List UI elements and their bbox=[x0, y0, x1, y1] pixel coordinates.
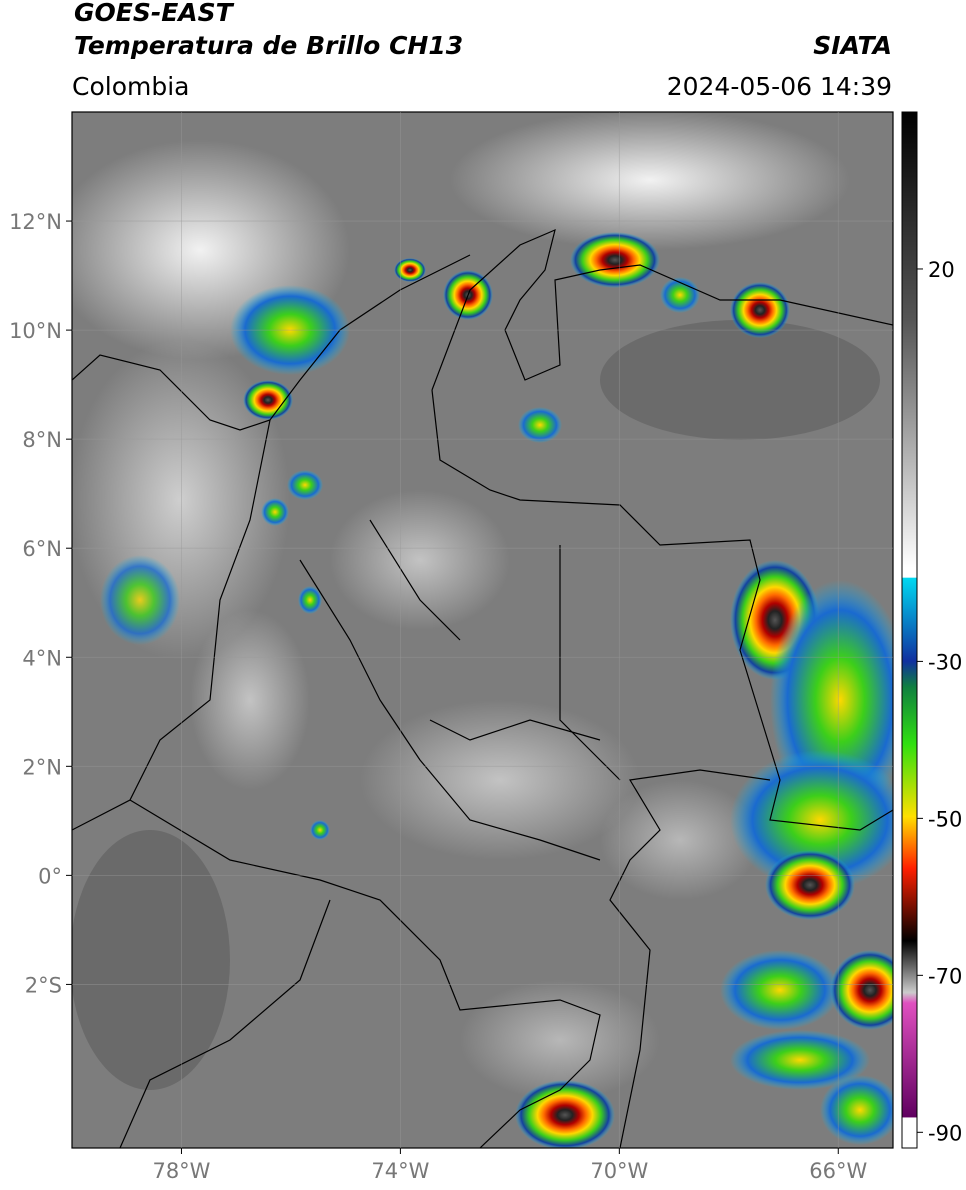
y-tick-label: 4°N bbox=[22, 646, 62, 670]
y-tick-label: 2°N bbox=[22, 755, 62, 779]
y-tick-label: 12°N bbox=[9, 210, 62, 234]
border bbox=[559, 545, 621, 781]
convective-cells bbox=[100, 232, 893, 1148]
x-tick-label: 66°W bbox=[809, 1159, 867, 1183]
department-border bbox=[299, 519, 601, 861]
y-tick-label: 6°N bbox=[22, 537, 62, 561]
x-tick-label: 78°W bbox=[152, 1159, 210, 1183]
colorbar-tick-label: -90 bbox=[928, 1121, 962, 1145]
datetime-label: 2024-05-06 14:39 bbox=[667, 72, 892, 101]
borders bbox=[72, 228, 893, 1148]
y-tick-label: 0° bbox=[38, 864, 62, 888]
y-tick-label: 2°S bbox=[25, 973, 62, 997]
x-tick-label: 70°W bbox=[590, 1159, 648, 1183]
colorbar bbox=[901, 111, 918, 1149]
product-title: Temperatura de Brillo CH13 bbox=[74, 31, 463, 60]
satellite-image bbox=[72, 112, 893, 1148]
y-tick-label: 8°N bbox=[22, 428, 62, 452]
colorbar-tick-label: -30 bbox=[928, 650, 962, 674]
border bbox=[431, 389, 893, 831]
satellite-title: GOES-EAST bbox=[74, 0, 235, 27]
source-label: SIATA bbox=[813, 31, 892, 60]
border bbox=[129, 799, 601, 1148]
colorbar-tick-label: -50 bbox=[928, 807, 962, 831]
border bbox=[119, 899, 331, 1148]
colorbar-tick-label: -70 bbox=[928, 964, 962, 988]
map-frame bbox=[71, 111, 894, 1149]
colorbar-tick-label: 20 bbox=[928, 258, 955, 282]
region-label: Colombia bbox=[72, 72, 189, 101]
border bbox=[609, 769, 771, 1148]
coastline bbox=[431, 228, 893, 391]
y-tick-label: 10°N bbox=[9, 319, 62, 343]
x-tick-label: 74°W bbox=[371, 1159, 429, 1183]
